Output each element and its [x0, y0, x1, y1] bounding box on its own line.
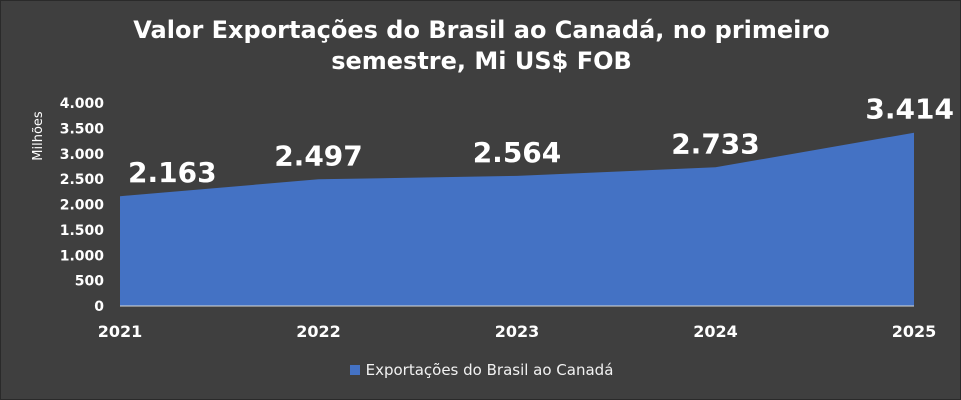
- x-tick-label: 2025: [892, 322, 937, 341]
- y-tick-label: 3.500: [60, 121, 105, 137]
- data-label: 2.163: [128, 156, 217, 189]
- y-tick-label: 3.000: [60, 147, 105, 163]
- legend-label: Exportações do Brasil ao Canadá: [365, 361, 614, 379]
- y-tick-label: 1.500: [60, 223, 105, 239]
- data-label: 2.733: [671, 127, 760, 160]
- chart-title-line-1: Valor Exportações do Brasil ao Canadá, n…: [133, 16, 830, 44]
- data-label: 2.564: [473, 136, 562, 169]
- y-tick-label: 1.000: [60, 248, 105, 264]
- area-series: [120, 132, 914, 307]
- legend: Exportações do Brasil ao Canadá: [1, 361, 960, 379]
- y-tick-label: 4.000: [60, 96, 105, 112]
- y-tick-label: 2.500: [60, 172, 105, 188]
- chart-title-line-2: semestre, Mi US$ FOB: [331, 47, 632, 75]
- x-tick-label: 2021: [98, 322, 143, 341]
- x-axis-ticks: 2021 2022 2023 2024 2025: [98, 322, 937, 341]
- area-fill: [120, 132, 914, 306]
- legend-swatch: [349, 364, 360, 375]
- y-axis-ticks: 0 500 1.000 1.500 2.000 2.500 3.000 3.500 4.000: [60, 96, 105, 315]
- x-tick-label: 2023: [495, 322, 540, 341]
- y-axis-label: Milhões: [31, 111, 46, 161]
- chart-title: Valor Exportações do Brasil ao Canadá, n…: [1, 15, 960, 77]
- x-tick-label: 2022: [296, 322, 341, 341]
- y-tick-label: 0: [94, 299, 104, 315]
- data-labels: 2.163 2.497 2.564 2.733 3.414: [128, 93, 954, 189]
- y-tick-label: 500: [75, 274, 104, 290]
- data-label: 3.414: [865, 93, 954, 126]
- data-label: 2.497: [274, 139, 363, 172]
- y-tick-label: 2.000: [60, 198, 105, 214]
- x-tick-label: 2024: [693, 322, 738, 341]
